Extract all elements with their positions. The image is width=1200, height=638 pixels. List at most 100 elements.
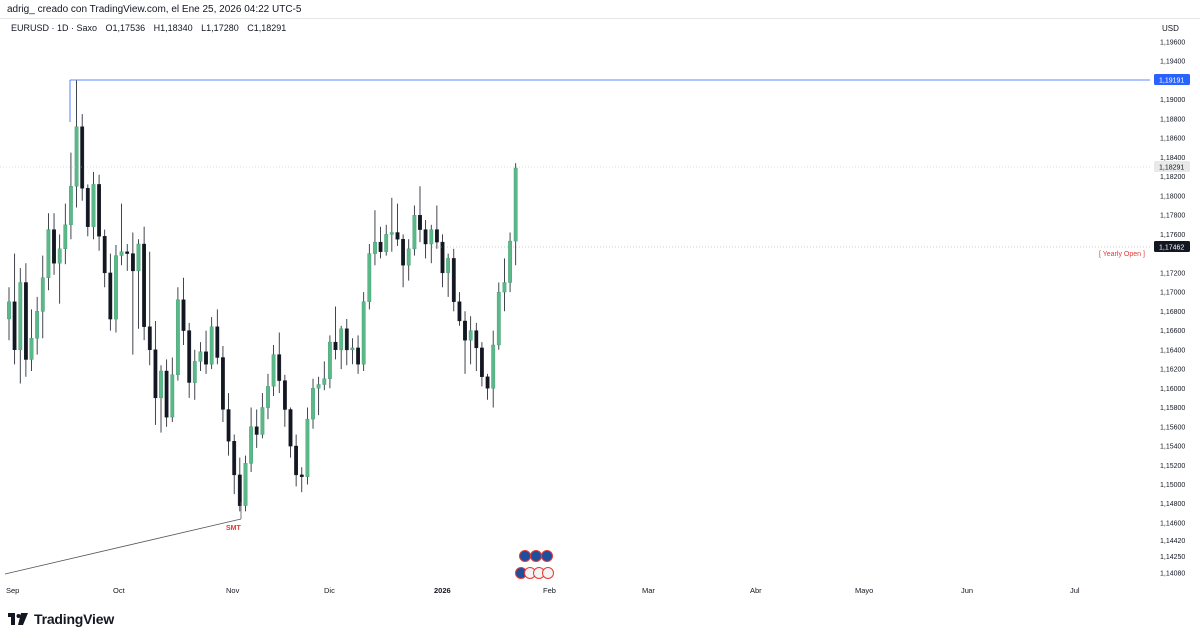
candle-body-down [423,229,428,245]
candle-body-up [192,361,197,383]
candle-body-down [418,214,422,230]
candle [463,311,467,374]
candle [294,434,298,487]
candle [468,316,473,365]
candle [119,203,124,266]
candle [491,330,496,408]
candle-body-down [187,330,192,383]
time-label: Dic [324,586,335,595]
candle [164,359,169,427]
candle [339,325,344,370]
candle [187,322,192,398]
event-flag-icon [542,567,554,579]
candle [305,407,310,485]
candle-body-down [130,253,135,272]
candle [215,309,220,365]
header-caption: adrig_ creado con TradingView.com, el En… [7,4,302,15]
candle [80,114,85,201]
candle [63,203,68,265]
chart-frame [0,18,1200,601]
candle [24,263,28,377]
time-label: 2026 [434,586,451,595]
candle [260,393,265,439]
price-axis-label: 1,15000 [1160,482,1185,489]
candle-body-down [85,187,90,227]
header-bar: adrig_ creado con TradingView.com, el En… [0,0,1200,18]
currency-label[interactable]: USD [1162,24,1179,33]
price-axis-label: 1,18600 [1160,136,1185,143]
ohlc-high: H1,18340 [153,23,193,33]
candle [344,319,349,366]
symbol-name[interactable]: EURUSD · 1D · Saxo [11,23,98,33]
candle-body-down [220,357,225,410]
candle [266,373,270,420]
candle-body-down [108,272,113,320]
candle-body-up [446,258,450,273]
candle-body-up [68,186,73,226]
time-label: Oct [113,586,126,595]
yearly-open-tag[interactable]: 1,17462 [1154,241,1190,252]
candle [322,361,327,391]
tradingview-logo[interactable]: TradingView [8,611,114,627]
candle-body-down [153,349,158,399]
time-axis[interactable]: Sep Oct Nov Dic 2026 Feb Mar Abr Mayo Ju… [6,586,1080,595]
candle [74,80,79,208]
candle-body-down [474,330,479,349]
candle [204,330,208,374]
candle [181,277,186,345]
time-label: Nov [226,586,240,595]
candle-body-up [74,126,79,187]
candle-body-down [333,341,338,351]
candle-body-down [226,409,231,442]
candle [249,407,253,472]
smt-trendline[interactable] [4,518,242,575]
economic-events-icons[interactable] [515,550,554,579]
candle-body-up [311,388,315,420]
price-axis[interactable]: USD 1,196001,194001,190001,188001,186001… [1150,18,1200,600]
candle [389,197,394,252]
candle-body-up [406,248,411,266]
price-axis-label: 1,18800 [1160,117,1185,124]
candle-body-down [294,445,298,476]
candle [159,365,163,433]
price-axis-label: 1,15800 [1160,405,1185,412]
last-price-tag[interactable]: 1,18291 [1154,161,1190,172]
symbol-legend[interactable]: EURUSD · 1D · Saxo O1,17536 H1,18340 L1,… [11,23,292,33]
candle-body-down [142,243,146,327]
candle-body-down [80,126,85,189]
high-line-tag[interactable]: 1,19191 [1154,74,1190,85]
candle [237,457,242,512]
candle [513,163,518,266]
candle [485,373,490,400]
candle-body-up [40,277,45,312]
candle-body-down [457,301,462,322]
candle-body-up [249,426,253,464]
price-chart[interactable]: [ Yearly Open ] SMT Sep Oct Nov Dic 2026… [0,18,1150,600]
candle [136,239,141,329]
price-axis-label: 1,17600 [1160,232,1185,239]
candle-body-up [339,328,344,351]
candle [401,234,405,288]
time-label: Mayo [855,586,873,595]
candle [108,253,113,331]
candle [328,335,332,389]
candle [175,287,180,381]
candle [29,309,34,371]
candle-body-down [102,236,107,274]
candle-body-up [502,282,507,293]
time-label: Feb [543,586,556,595]
time-label: Sep [6,586,19,595]
candle-body-up [266,386,270,408]
candle [243,455,248,512]
price-axis-label: 1,14080 [1160,571,1185,578]
candle [446,253,450,297]
candle-body-up [119,251,124,256]
candle [333,306,338,360]
event-flag-icon [519,550,531,562]
price-axis-label: 1,18400 [1160,155,1185,162]
candle-body-down [24,282,28,360]
yearly-open-label: [ Yearly Open ] [1099,251,1145,258]
candle-body-down [97,184,102,237]
price-axis-label: 1,16600 [1160,328,1185,335]
time-label: Mar [642,586,655,595]
